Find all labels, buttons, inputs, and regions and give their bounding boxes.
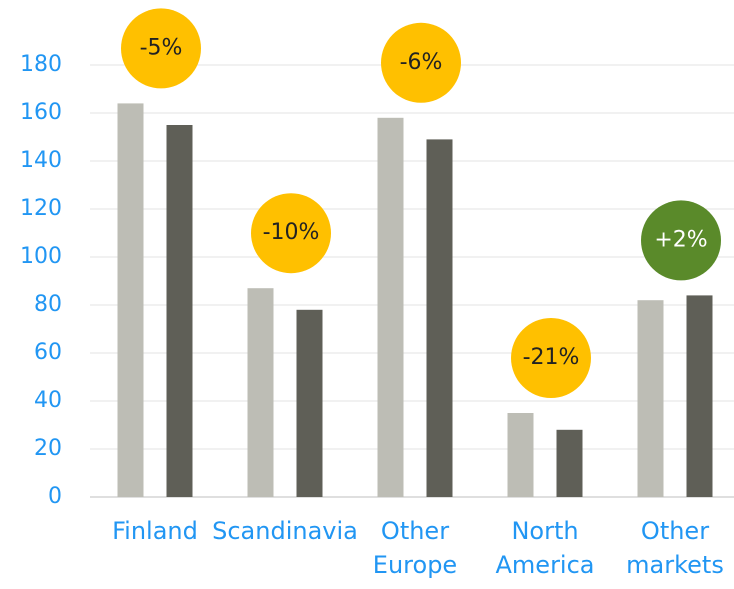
annotation: -21% <box>523 345 580 370</box>
bar <box>166 125 193 497</box>
annotation-badge <box>121 8 201 89</box>
annotation-badge <box>251 193 331 274</box>
annotation-badge <box>511 318 591 398</box>
x-tick-label: North America <box>495 517 595 579</box>
bar <box>507 413 534 497</box>
annotation-badge <box>641 200 721 281</box>
y-tick-label: 140 <box>20 148 62 173</box>
bar <box>686 295 713 497</box>
bar <box>556 429 583 497</box>
y-tick-label: 160 <box>20 100 62 125</box>
y-tick-label: 180 <box>20 52 62 77</box>
y-tick-label: 80 <box>34 292 62 317</box>
x-tick-label: Scandinavia <box>212 517 358 545</box>
bar <box>637 300 664 497</box>
annotation: -10% <box>263 220 320 245</box>
bar <box>296 309 323 497</box>
y-tick-label: 120 <box>20 196 62 221</box>
annotation: -5% <box>140 35 183 60</box>
x-tick-label: Other markets <box>626 517 724 579</box>
annotation: +2% <box>654 227 707 252</box>
bar <box>377 117 404 498</box>
y-tick-label: 100 <box>20 244 62 269</box>
x-tick-label: Other Europe <box>372 517 458 579</box>
y-tick-label: 0 <box>48 484 62 509</box>
y-tick-label: 60 <box>34 340 62 365</box>
bar <box>426 139 453 497</box>
annotation: -6% <box>400 50 443 75</box>
bar <box>247 288 274 497</box>
y-tick-label: 40 <box>34 388 62 413</box>
y-tick-label: 20 <box>34 436 62 461</box>
annotation-badge <box>381 22 461 103</box>
x-tick-label: Finland <box>112 517 198 545</box>
bar <box>117 103 144 498</box>
